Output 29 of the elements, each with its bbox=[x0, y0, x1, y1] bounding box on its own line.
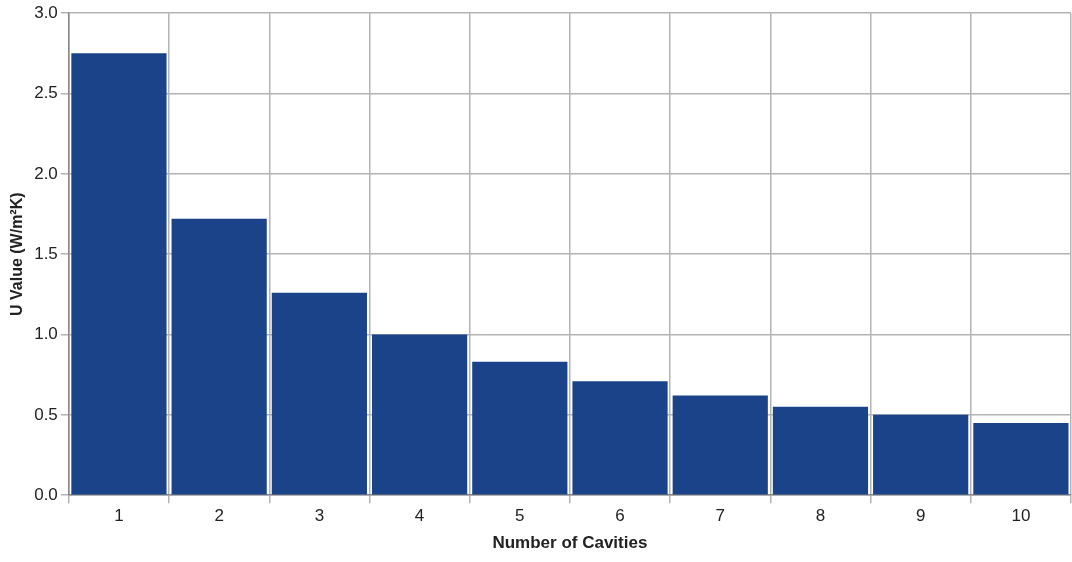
bar bbox=[672, 395, 768, 495]
y-tick-label: 0.5 bbox=[34, 404, 58, 424]
x-tick-label: 10 bbox=[1011, 506, 1031, 526]
y-tick-label: 1.0 bbox=[34, 324, 58, 344]
y-tick-label: 0.0 bbox=[34, 484, 58, 504]
bar bbox=[572, 381, 668, 495]
x-tick-label: 7 bbox=[715, 506, 725, 526]
x-tick-label: 5 bbox=[515, 506, 525, 526]
x-tick-label: 3 bbox=[314, 506, 325, 526]
bar bbox=[371, 334, 468, 495]
y-tick-label: 2.0 bbox=[34, 163, 58, 183]
bar bbox=[271, 292, 367, 495]
x-tick-label: 1 bbox=[114, 506, 124, 526]
x-axis-title: Number of Cavities bbox=[492, 533, 648, 553]
x-tick-label: 4 bbox=[414, 506, 425, 526]
x-tick-label: 6 bbox=[615, 506, 625, 526]
y-axis-title: U Value (W/m²K) bbox=[8, 192, 26, 316]
bar bbox=[171, 218, 267, 495]
bar bbox=[873, 414, 969, 495]
y-tick-label: 2.5 bbox=[34, 83, 58, 103]
y-tick-label: 1.5 bbox=[34, 243, 58, 263]
bar bbox=[71, 53, 167, 495]
x-tick-label: 9 bbox=[915, 506, 926, 526]
bar bbox=[973, 422, 1069, 495]
y-tick-label: 3.0 bbox=[34, 2, 58, 22]
bar bbox=[472, 361, 568, 495]
x-tick-label: 8 bbox=[815, 506, 826, 526]
bar bbox=[772, 406, 869, 495]
x-tick-label: 2 bbox=[214, 506, 224, 526]
